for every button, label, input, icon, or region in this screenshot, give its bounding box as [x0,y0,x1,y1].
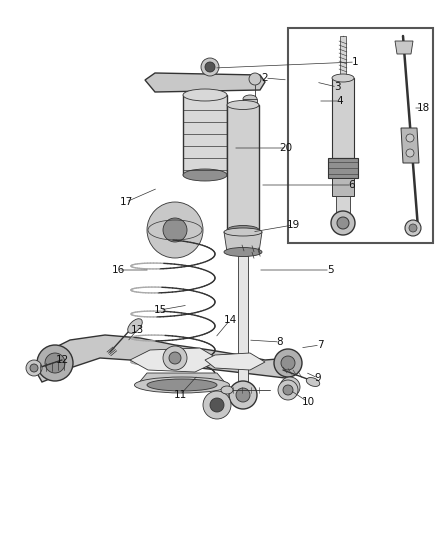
Circle shape [169,352,181,364]
Circle shape [205,62,215,72]
Bar [328,158,358,178]
Bar [332,78,354,158]
Polygon shape [224,232,262,252]
Polygon shape [137,373,227,385]
Ellipse shape [224,247,262,256]
Text: 17: 17 [120,197,133,207]
Ellipse shape [128,319,142,333]
Circle shape [278,380,298,400]
Polygon shape [145,73,265,92]
Circle shape [249,73,261,85]
Bar [238,256,248,395]
Circle shape [201,58,219,76]
Circle shape [285,382,295,392]
Text: 3: 3 [334,82,340,92]
Text: 15: 15 [153,305,166,315]
Circle shape [274,349,302,377]
Circle shape [45,353,65,373]
Ellipse shape [224,228,262,236]
Circle shape [163,218,187,242]
Bar [288,28,433,243]
Circle shape [147,202,203,258]
Text: 19: 19 [286,220,300,230]
Text: 16: 16 [111,265,125,275]
Ellipse shape [332,74,354,82]
Polygon shape [395,41,413,54]
Ellipse shape [306,377,320,386]
Circle shape [37,345,73,381]
Text: 8: 8 [277,337,283,347]
Text: 11: 11 [173,390,187,400]
Ellipse shape [134,377,230,393]
Text: 9: 9 [314,373,321,383]
Ellipse shape [147,379,217,391]
Circle shape [331,211,355,235]
Bar [227,105,259,230]
Polygon shape [401,128,419,163]
Text: 1: 1 [352,57,358,67]
Circle shape [30,364,38,372]
Circle shape [280,377,300,397]
Circle shape [406,134,414,142]
Ellipse shape [183,169,227,181]
Text: 12: 12 [55,355,69,365]
Text: 6: 6 [349,180,355,190]
Text: 5: 5 [327,265,333,275]
Ellipse shape [227,101,259,109]
Circle shape [406,149,414,157]
Bar [336,196,350,218]
Ellipse shape [183,89,227,101]
Circle shape [236,388,250,402]
Polygon shape [205,353,265,370]
Bar [243,99,257,107]
Bar [332,178,354,196]
Text: 18: 18 [417,103,430,113]
Circle shape [409,224,417,232]
Text: 4: 4 [337,96,343,106]
Circle shape [203,391,231,419]
Polygon shape [38,335,295,382]
Circle shape [210,398,224,412]
Text: 14: 14 [223,315,237,325]
Circle shape [283,385,293,395]
Polygon shape [130,348,220,372]
Bar [183,95,227,175]
Ellipse shape [221,386,233,394]
Circle shape [405,220,421,236]
Text: 10: 10 [301,397,314,407]
Text: 13: 13 [131,325,144,335]
Circle shape [281,356,295,370]
Ellipse shape [243,95,257,103]
Circle shape [337,217,349,229]
Bar [340,36,346,116]
Text: 2: 2 [261,73,268,83]
Circle shape [229,381,257,409]
Text: 7: 7 [317,340,323,350]
Text: 20: 20 [279,143,293,153]
Circle shape [163,346,187,370]
Circle shape [26,360,42,376]
Ellipse shape [227,225,259,235]
